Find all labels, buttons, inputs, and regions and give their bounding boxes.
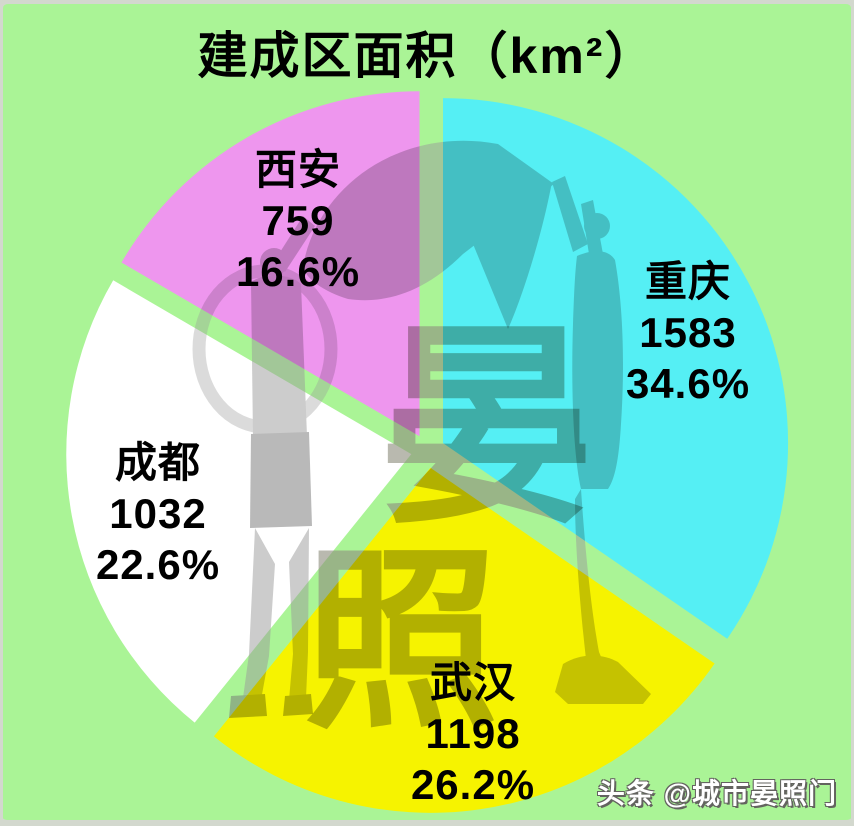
pie-slice-wuhan [213,467,715,813]
dancer-left-shoe-right [283,694,313,716]
dancer-left-leg-left [243,528,275,700]
watermark-credit: 头条 @城市晏照门 [596,778,837,809]
slice-percent: 22.6% [95,541,221,588]
slice-percent: 26.2% [410,761,536,808]
slice-percent: 16.6% [235,248,361,295]
slice-value: 1583 [639,309,737,356]
slice-label-wuhan: 武汉 1198 26.2% [353,657,593,810]
chart-title: 建成区面积（km²） [197,28,657,84]
slice-name: 武汉 [429,659,516,706]
scarf-flag-shape [473,182,552,329]
dancer-left-torso [251,275,307,438]
slice-name: 成都 [114,439,201,486]
scarf-shape [303,140,554,301]
pie-slice-chengdu [66,280,412,723]
slice-label-chongqing: 重庆 1583 34.6% [568,256,808,409]
dancer-watermark [192,140,651,718]
slice-percent: 34.6% [625,360,751,407]
dancer-left-shoe-left [229,694,267,718]
slice-label-chengdu: 成都 1032 22.6% [38,437,278,590]
dancer-left-shorts [250,432,312,528]
dancer-right-arm-left [552,176,588,252]
dancer-right-head [584,213,610,239]
dancer-left-arm [275,216,315,272]
dancer-right-leg [575,489,605,668]
slice-value: 1198 [425,710,521,757]
slice-value: 1032 [109,490,207,537]
pie-chart: 晏 照 [66,91,789,813]
slice-value: 759 [261,197,335,244]
slice-name: 西安 [254,146,341,193]
dancer-right-torso [572,251,623,489]
dancer-left-leg-right [289,528,309,700]
seal-watermark: 晏 照 [304,300,594,755]
dancer-right-foot [555,655,651,704]
slice-label-xian: 西安 759 16.6% [178,144,418,297]
slice-name: 重庆 [644,258,731,305]
seal-char-bottom: 照 [304,526,499,755]
dancer-left-glove [279,461,305,483]
seal-char-top: 晏 [379,300,594,553]
